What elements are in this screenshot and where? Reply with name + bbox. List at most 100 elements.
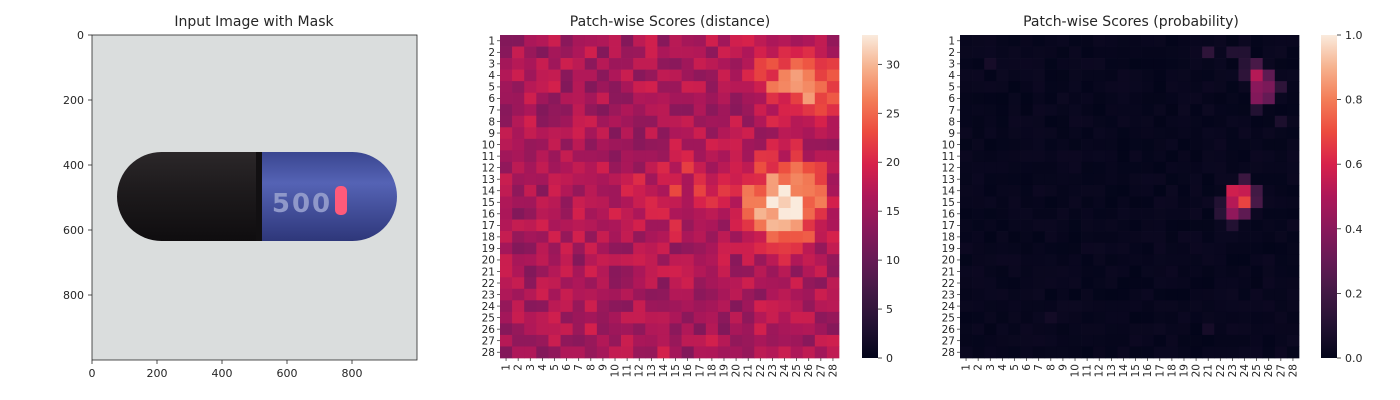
heatmap-cell — [1129, 208, 1142, 220]
heatmap-cell — [1129, 231, 1142, 243]
heatmap-cell — [1008, 265, 1021, 278]
heatmap-cell — [826, 127, 840, 140]
heatmap-cell — [1129, 104, 1142, 117]
heatmap-cell — [1093, 92, 1106, 105]
heatmap-cell — [778, 196, 791, 209]
heatmap-cell — [1214, 208, 1227, 220]
heatmap-cell — [645, 161, 658, 174]
heatmap-cell — [621, 104, 634, 117]
col-tick-label: 1 — [961, 364, 973, 371]
heatmap-cell — [1214, 334, 1227, 347]
heatmap-cell — [984, 288, 997, 301]
heatmap-cell — [1093, 35, 1106, 47]
heatmap-cell — [512, 92, 525, 105]
heatmap-cell — [1056, 311, 1070, 324]
heatmap-cell — [1165, 208, 1179, 220]
heatmap-cell — [717, 104, 731, 117]
heatmap-cell — [621, 58, 634, 70]
heatmap-cell — [778, 254, 791, 267]
col-tick-label: 7 — [573, 364, 585, 371]
heatmap-cell — [1008, 104, 1021, 117]
heatmap-cell — [524, 69, 537, 82]
heatmap-cell — [524, 219, 537, 232]
heatmap-cell — [1262, 104, 1276, 117]
heatmap-cell — [560, 242, 573, 255]
heatmap-cell — [1190, 196, 1203, 209]
heatmap-cell — [1129, 92, 1142, 105]
row-tick-label: 9 — [488, 128, 495, 140]
heatmap-cell — [512, 161, 525, 174]
heatmap-cell — [802, 81, 816, 94]
heatmap-cell — [572, 127, 586, 140]
heatmap-cell — [536, 219, 549, 232]
colorbar-tick-label: 0.8 — [1345, 94, 1363, 107]
heatmap-cell — [1117, 311, 1130, 324]
heatmap-cell — [730, 35, 743, 47]
heatmap-cell — [996, 300, 1009, 313]
row-tick-label: 6 — [488, 93, 495, 105]
heatmap-cell — [657, 334, 670, 347]
heatmap-cell — [584, 92, 598, 105]
heatmap-cell — [1008, 277, 1021, 290]
heatmap-cell — [1202, 288, 1215, 301]
heatmap-cell — [972, 173, 985, 186]
heatmap-cell — [693, 323, 707, 336]
heatmap-cell — [572, 311, 586, 324]
heatmap-cell — [608, 334, 622, 347]
heatmap-cell — [536, 138, 549, 151]
heatmap-cell — [1068, 208, 1082, 220]
heatmap-cell — [1044, 161, 1058, 174]
heatmap-cell — [742, 58, 755, 70]
heatmap-cell — [1141, 46, 1155, 59]
heatmap-cell — [705, 81, 719, 94]
heatmap-cell — [500, 242, 513, 255]
heatmap-cell — [693, 92, 707, 105]
heatmap-cell — [1177, 104, 1191, 117]
heatmap-cell — [972, 46, 985, 59]
heatmap-cell — [790, 115, 804, 128]
heatmap-cell — [996, 231, 1009, 243]
heatmap-cell — [536, 288, 549, 301]
heatmap-cell — [1190, 127, 1203, 140]
heatmap-cell — [1262, 219, 1276, 232]
heatmap-cell — [705, 150, 719, 163]
heatmap-cell — [669, 69, 682, 82]
heatmap-cell — [1008, 254, 1021, 267]
heatmap-cell — [1274, 81, 1288, 94]
heatmap-cell — [1153, 196, 1167, 209]
heatmap-cell — [1117, 173, 1130, 186]
heatmap-cell — [826, 81, 840, 94]
heatmap-cell — [790, 231, 804, 243]
heatmap-cell — [596, 323, 610, 336]
heatmap-cell — [657, 161, 670, 174]
heatmap-cell — [766, 323, 779, 336]
heatmap-cell — [500, 69, 513, 82]
heatmap-cell — [766, 92, 779, 105]
heatmap-cell — [608, 69, 622, 82]
heatmap-cell — [681, 104, 695, 117]
heatmap-cell — [730, 104, 743, 117]
heatmap-cell — [1286, 254, 1300, 267]
heatmap-cell — [584, 150, 598, 163]
heatmap-cell — [1238, 35, 1251, 47]
heatmap-cell — [742, 277, 755, 290]
heatmap-cell — [972, 58, 985, 70]
heatmap-cell — [742, 184, 755, 197]
heatmap-cell — [996, 173, 1009, 186]
heatmap-cell — [790, 254, 804, 267]
heatmap-cell — [730, 161, 743, 174]
heatmap-cell — [596, 150, 610, 163]
heatmap-cell — [1081, 173, 1094, 186]
heatmap-cell — [1093, 277, 1106, 290]
heatmap-cell — [1165, 35, 1179, 47]
heatmap-cell — [524, 300, 537, 313]
heatmap-cell — [814, 58, 828, 70]
col-tick-label: 14 — [658, 364, 670, 378]
heatmap-cell — [826, 242, 840, 255]
col-tick-label: 9 — [1057, 364, 1069, 371]
heatmap-cell — [826, 58, 840, 70]
col-tick-label: 18 — [706, 364, 718, 377]
heatmap-cell — [717, 300, 731, 313]
heatmap-cell — [1214, 219, 1227, 232]
